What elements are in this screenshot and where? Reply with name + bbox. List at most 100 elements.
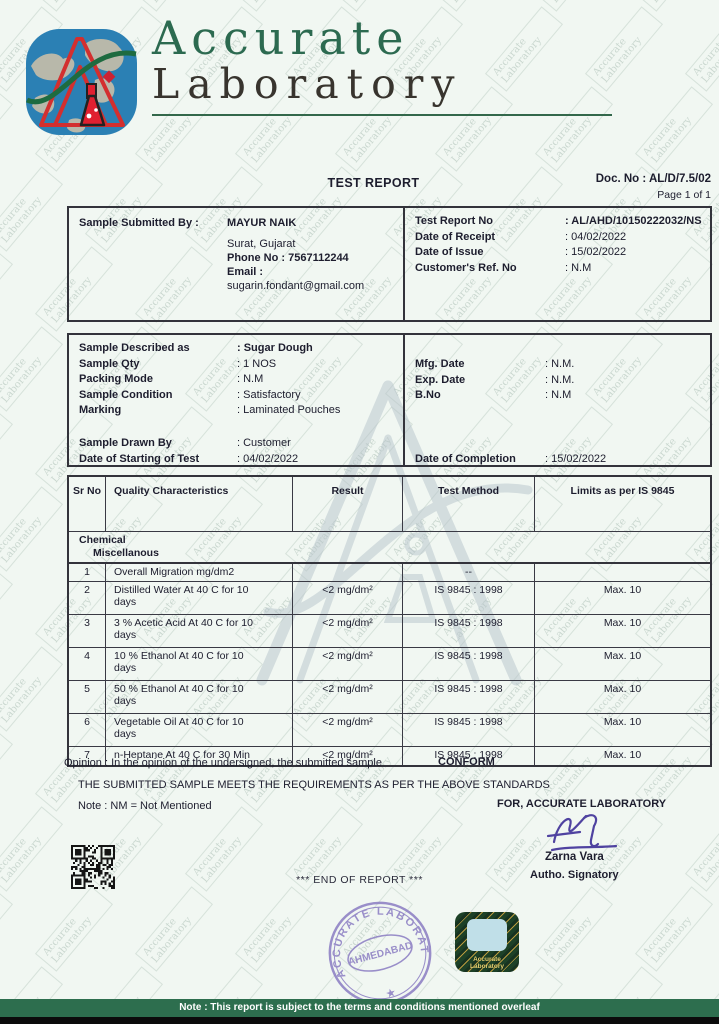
cell-method: -- bbox=[403, 564, 535, 582]
table-row: 5 50 % Ethanol At 40 C for 10 days <2 mg… bbox=[69, 681, 710, 714]
sample-details-right: Mfg. Date: N.M. Exp. Date: N.M. B.No: N.… bbox=[415, 357, 704, 404]
report-meta-pane: Test Report No : AL/AHD/10150222032/NS Da… bbox=[415, 214, 704, 276]
svg-text:ACCURATE LABORATORY: ACCURATE LABORATORY bbox=[312, 886, 432, 983]
customer-email: sugarin.fondant@gmail.com bbox=[227, 280, 365, 292]
detail-label: Packing Mode bbox=[79, 373, 153, 385]
cell-method: IS 9845 : 1998 bbox=[403, 615, 535, 648]
cell-limit: Max. 10 bbox=[535, 582, 710, 615]
col-header-limits: Limits as per IS 9845 bbox=[535, 477, 710, 532]
detail-value: : 1 NOS bbox=[237, 357, 277, 370]
detail-value: : N.M. bbox=[545, 358, 575, 370]
cell-name: Vegetable Oil At 40 C for 10 days bbox=[106, 714, 293, 747]
detail-label: B.No bbox=[415, 389, 441, 401]
drawn-by-label: Sample Drawn By bbox=[79, 437, 172, 449]
section-miscellanous: Miscellanous bbox=[93, 546, 159, 559]
cell-name: 10 % Ethanol At 40 C for 10 days bbox=[106, 648, 293, 681]
table-row: 7 n-Heptane At 40 C for 30 Min <2 mg/dm²… bbox=[69, 747, 710, 765]
box2-divider bbox=[403, 335, 405, 465]
detail-value: : Sugar Dough bbox=[237, 342, 313, 354]
customer-phone: Phone No : 7567112244 bbox=[227, 252, 349, 264]
section-chemical: Chemical bbox=[79, 534, 126, 546]
meta-value: : 04/02/2022 bbox=[565, 230, 627, 243]
brand-underline bbox=[152, 114, 612, 116]
cell-limit: Max. 10 bbox=[535, 681, 710, 714]
submitted-by-pane: Sample Submitted By : MAYUR NAIK Surat, … bbox=[79, 216, 396, 292]
table-row: 2 Distilled Water At 40 C for 10 days <2… bbox=[69, 582, 710, 615]
signatory-name: Zarna Vara bbox=[545, 851, 604, 863]
completion-label: Date of Completion bbox=[415, 453, 516, 465]
meta-value: : AL/AHD/10150222032/NS bbox=[565, 215, 702, 227]
col-header-result: Result bbox=[293, 477, 403, 532]
cell-method: IS 9845 : 1998 bbox=[403, 681, 535, 714]
drawn-by-value: : Customer bbox=[237, 437, 291, 449]
completion-value: : 15/02/2022 bbox=[545, 453, 607, 465]
submitted-by-label: Sample Submitted By : bbox=[79, 217, 199, 229]
stamp-center-text: AHMEDABAD bbox=[347, 940, 414, 968]
stamp-ring-text: ACCURATE LABORATORY bbox=[312, 886, 432, 983]
start-date-value: : 04/02/2022 bbox=[237, 452, 299, 465]
cell-name: n-Heptane At 40 C for 30 Min bbox=[106, 747, 293, 765]
cell-result: <2 mg/dm² bbox=[293, 615, 403, 648]
sample-submitted-box: Sample Submitted By : MAYUR NAIK Surat, … bbox=[67, 206, 712, 322]
page-number: Page 1 of 1 bbox=[657, 189, 711, 201]
meta-value: : N.M bbox=[565, 261, 592, 274]
table-section-row: Chemical Miscellanous bbox=[69, 532, 710, 564]
start-date-label: Date of Starting of Test bbox=[79, 452, 200, 465]
detail-label: Marking bbox=[79, 404, 122, 416]
table-row: 1 Overall Migration mg/dm2 -- bbox=[69, 564, 710, 582]
brand-name-line2: Laboratory bbox=[152, 60, 463, 108]
cell-sr: 2 bbox=[69, 582, 106, 615]
cell-name: 50 % Ethanol At 40 C for 10 days bbox=[106, 681, 293, 714]
col-header-sr-no: Sr No bbox=[69, 477, 106, 532]
cell-result: <2 mg/dm² bbox=[293, 681, 403, 714]
cell-sr: 3 bbox=[69, 615, 106, 648]
sample-drawn-rows: Sample Drawn By : Customer Date of Starti… bbox=[79, 436, 399, 467]
for-laboratory-text: FOR, ACCURATE LABORATORY bbox=[497, 798, 667, 810]
meta-value: : 15/02/2022 bbox=[565, 246, 627, 258]
cell-sr: 1 bbox=[69, 564, 106, 582]
cell-method: IS 9845 : 1998 bbox=[403, 582, 535, 615]
box1-divider bbox=[403, 208, 405, 320]
detail-value: : Laminated Pouches bbox=[237, 404, 341, 416]
cell-limit: Max. 10 bbox=[535, 648, 710, 681]
detail-value: : N.M. bbox=[545, 373, 575, 386]
cell-method: IS 9845 : 1998 bbox=[403, 747, 535, 765]
report-title: TEST REPORT bbox=[327, 176, 420, 190]
cell-sr: 4 bbox=[69, 648, 106, 681]
sample-details-left: Sample Described as: Sugar Dough Sample … bbox=[79, 341, 399, 419]
detail-value: : N.M bbox=[545, 389, 572, 401]
meta-label: Date of Receipt bbox=[415, 230, 496, 243]
detail-label: Sample Described as bbox=[79, 342, 190, 354]
verdict-text: CONFORM bbox=[438, 756, 495, 768]
cell-result: <2 mg/dm² bbox=[293, 714, 403, 747]
cell-result: <2 mg/dm² bbox=[293, 582, 403, 615]
cell-name: Overall Migration mg/dm2 bbox=[106, 564, 293, 582]
meta-label: Test Report No bbox=[415, 215, 494, 227]
brand-block: Accurate Laboratory bbox=[152, 14, 463, 106]
signatory-title: Autho. Signatory bbox=[530, 869, 619, 881]
cell-limit bbox=[535, 564, 710, 582]
cell-sr: 5 bbox=[69, 681, 106, 714]
hologram-center bbox=[467, 919, 507, 951]
nm-note: Note : NM = Not Mentioned bbox=[78, 800, 212, 812]
